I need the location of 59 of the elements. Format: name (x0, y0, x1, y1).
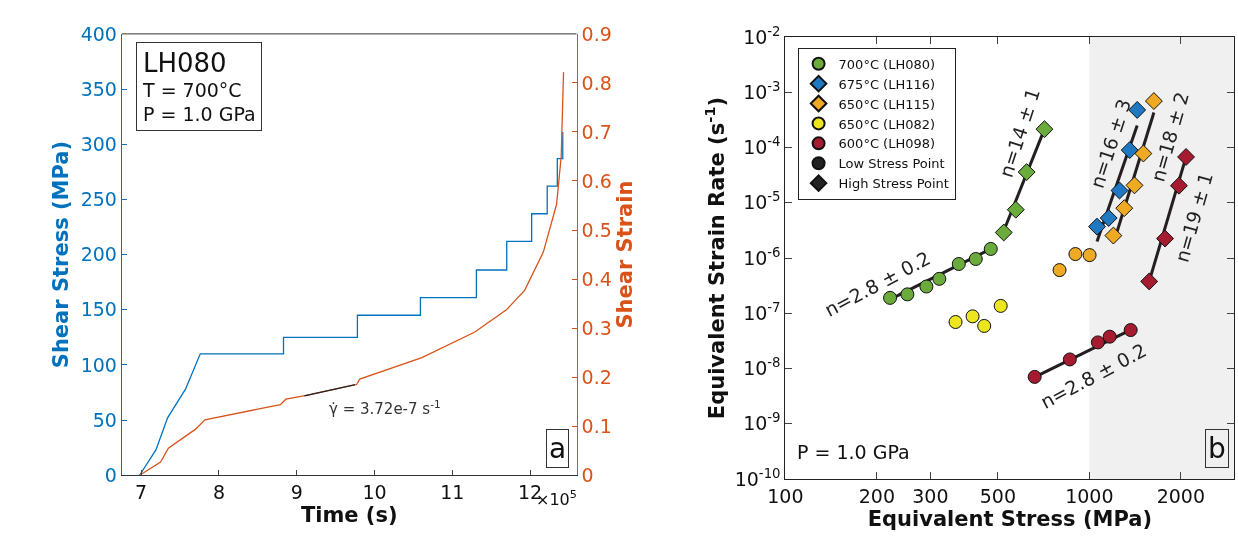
annotation: b (1208, 432, 1226, 465)
x-tick-label: 11 (440, 481, 465, 504)
y-tick-label: 50 (92, 408, 117, 431)
y-tick-label: 10$^{-9}$ (743, 410, 781, 435)
y-axis-title: Shear Stress (MPa) (48, 140, 73, 369)
y2-tick-label: 0.8 (581, 71, 612, 94)
legend-label: 600°C (LH098) (838, 136, 936, 152)
annotation: n=16 ± 3 (1085, 96, 1136, 191)
annotation: P = 1.0 GPa (797, 441, 910, 463)
y-tick-label: 10$^{-7}$ (743, 299, 781, 324)
annotation: n=14 ± 1 (994, 85, 1045, 181)
y2-tick-label: 0.2 (581, 365, 612, 388)
y2-tick-label: 0.6 (581, 169, 612, 192)
y2-tick-label: 0.1 (581, 414, 612, 437)
x-tick-label: 1000 (1065, 484, 1114, 507)
y-tick-label: 10$^{-4}$ (743, 134, 781, 159)
legend-label: Low Stress Point (838, 156, 945, 172)
y-tick-label: 150 (80, 298, 117, 321)
legend-label: 650°C (LH115) (838, 96, 936, 112)
legend-label: 700°C (LH080) (838, 56, 936, 72)
line-series (138, 131, 564, 476)
y2-tick-label: 0.4 (581, 267, 612, 290)
line-series (138, 71, 565, 476)
y-tick-label: 250 (80, 188, 117, 211)
y-tick-label: 350 (80, 77, 117, 100)
y-tick-label: 200 (80, 243, 117, 266)
y-tick-label: 100 (80, 353, 117, 376)
y2-axis-title: Shear Strain (612, 180, 637, 329)
y-tick-label: 10$^{-5}$ (743, 189, 781, 214)
y-tick-label: 10$^{-6}$ (743, 244, 781, 269)
y2-tick-label: 0.5 (581, 218, 612, 241)
annotation: a (549, 432, 567, 465)
x-tick-label: 300 (912, 484, 949, 507)
legend-label: 675°C (LH116) (838, 76, 936, 92)
y2-tick-label: 0.3 (581, 316, 612, 339)
annotation: LH080 (143, 48, 227, 78)
y-tick-label: 300 (80, 132, 117, 155)
y-tick-label: 400 (80, 22, 117, 45)
x-axis-title: Equivalent Stress (MPa) (867, 506, 1153, 531)
x-axis-title: Time (s) (300, 503, 398, 528)
x-tick-label: 10 (362, 481, 387, 504)
x-tick-label: 2000 (1156, 484, 1205, 507)
y-tick-label: 10$^{-2}$ (743, 23, 781, 48)
annotation: γ̇ = 3.72e-7 s$^{-1}$ (329, 398, 441, 419)
x-tick-label: 9 (290, 481, 303, 504)
y-tick-label: 10$^{-3}$ (743, 78, 781, 103)
y-tick-label: 0 (104, 463, 117, 486)
legend-label: 650°C (LH082) (838, 116, 936, 132)
x-tick-label: 200 (858, 484, 896, 507)
x-tick-label: 8 (212, 481, 225, 504)
y2-tick-label: 0.7 (581, 120, 612, 143)
x-tick-label: 7 (135, 481, 148, 504)
y-tick-label: 10$^{-8}$ (743, 355, 781, 380)
y2-tick-label: 0.9 (581, 22, 612, 45)
legend-label: High Stress Point (838, 176, 949, 192)
annotation: P = 1.0 GPa (143, 103, 256, 126)
x-tick-label: 500 (979, 484, 1016, 507)
y2-tick-label: 0 (581, 463, 594, 486)
annotation: T = 700°C (142, 78, 242, 101)
